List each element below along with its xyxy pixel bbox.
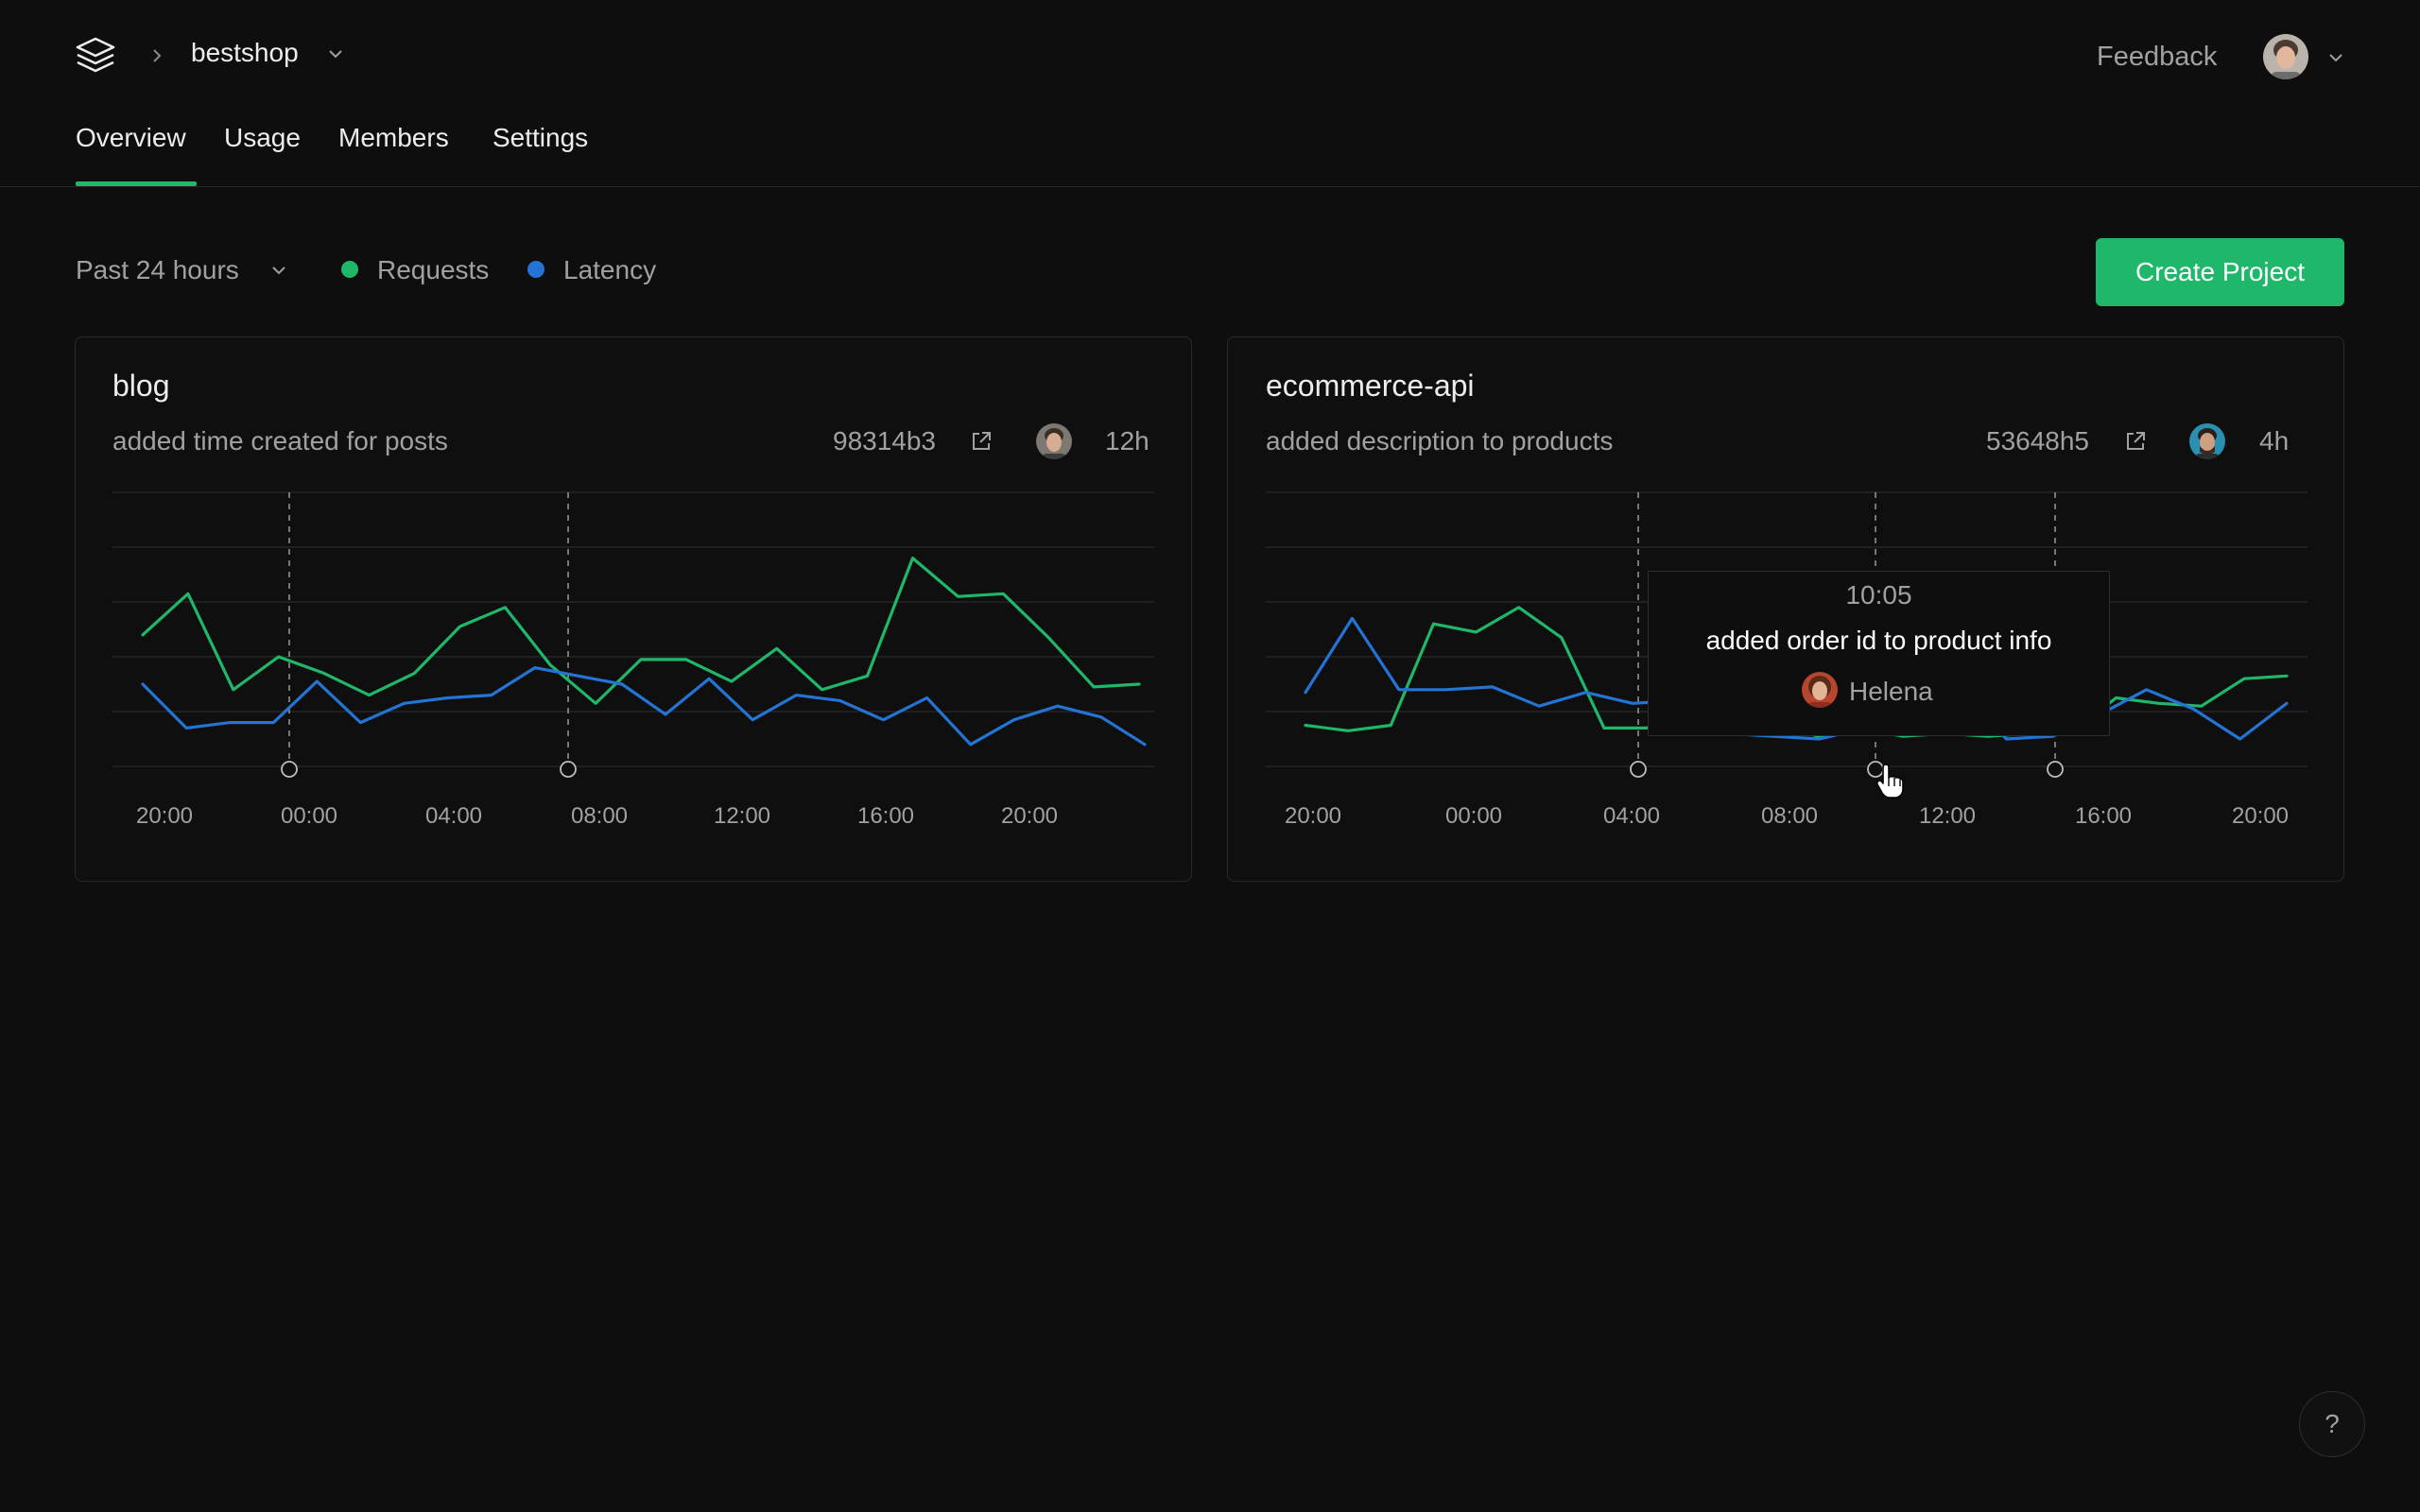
chevron-down-icon[interactable] (2325, 47, 2346, 68)
user-avatar[interactable] (2263, 34, 2308, 79)
deploy-marker[interactable] (560, 761, 577, 778)
x-tick-label: 04:00 (425, 803, 482, 829)
deploy-marker[interactable] (281, 761, 298, 778)
legend-requests-dot (341, 261, 358, 278)
deploy-marker[interactable] (2047, 761, 2064, 778)
feedback-button[interactable]: Feedback (2097, 42, 2218, 72)
blog-activity-chart[interactable]: 20:00 00:00 04:00 08:00 12:00 16:00 20:00 (112, 487, 1154, 865)
logo-icon[interactable] (74, 34, 117, 77)
tooltip-time: 10:05 (1845, 580, 1912, 610)
commit-author-avatar (2189, 423, 2225, 459)
x-tick-label: 20:00 (2232, 803, 2289, 829)
x-tick-label: 20:00 (1285, 803, 1341, 829)
chevron-down-icon[interactable] (325, 43, 346, 64)
create-project-button[interactable]: Create Project (2096, 238, 2344, 306)
team-name[interactable]: bestshop (191, 38, 299, 67)
commit-message: added time created for posts (112, 426, 448, 455)
x-tick-label: 12:00 (714, 803, 770, 829)
x-tick-label: 16:00 (857, 803, 914, 829)
commit-age: 4h (2259, 426, 2290, 455)
commit-hash[interactable]: 98314b3 (833, 426, 937, 455)
project-name[interactable]: blog (112, 369, 170, 403)
x-tick-label: 08:00 (1761, 803, 1818, 829)
header-divider (0, 186, 2420, 187)
commit-age: 12h (1105, 426, 1150, 455)
commit-hash[interactable]: 53648h5 (1986, 426, 2090, 455)
commit-author-avatar (1036, 423, 1072, 459)
tab-settings[interactable]: Settings (493, 123, 589, 152)
legend-latency-dot (527, 261, 544, 278)
tooltip-user-name: Helena (1849, 677, 1933, 706)
legend-latency-label[interactable]: Latency (563, 255, 657, 284)
active-tab-indicator (76, 181, 197, 186)
project-name[interactable]: ecommerce-api (1266, 369, 1475, 403)
pointer-cursor-icon (1876, 764, 1904, 799)
chevron-down-icon[interactable] (268, 260, 289, 281)
x-tick-label: 20:00 (136, 803, 193, 829)
external-link-icon[interactable] (2123, 429, 2148, 454)
commit-message: added description to products (1266, 426, 1614, 455)
x-tick-label: 12:00 (1919, 803, 1976, 829)
tab-overview[interactable]: Overview (76, 123, 186, 152)
legend-requests-label[interactable]: Requests (377, 255, 490, 284)
tooltip-user-avatar (1802, 672, 1838, 708)
project-card-blog[interactable] (75, 336, 1192, 882)
external-link-icon[interactable] (969, 429, 994, 454)
series-line-latency (141, 666, 1147, 747)
help-button[interactable]: ? (2299, 1391, 2365, 1457)
breadcrumb-separator-icon (153, 49, 162, 62)
series-line-latency (1304, 616, 2289, 741)
deploy-tooltip (1648, 571, 2110, 736)
x-tick-label: 00:00 (281, 803, 337, 829)
time-range-select[interactable]: Past 24 hours (76, 255, 239, 284)
x-tick-label: 04:00 (1603, 803, 1660, 829)
deploy-marker[interactable] (1630, 761, 1647, 778)
tooltip-message: added order id to product info (1705, 626, 2052, 655)
series-line-requests (141, 556, 1141, 705)
x-tick-label: 20:00 (1001, 803, 1058, 829)
tab-members[interactable]: Members (338, 123, 449, 152)
x-tick-label: 08:00 (571, 803, 628, 829)
x-tick-label: 16:00 (2075, 803, 2132, 829)
tab-usage[interactable]: Usage (224, 123, 301, 152)
x-tick-label: 00:00 (1445, 803, 1502, 829)
